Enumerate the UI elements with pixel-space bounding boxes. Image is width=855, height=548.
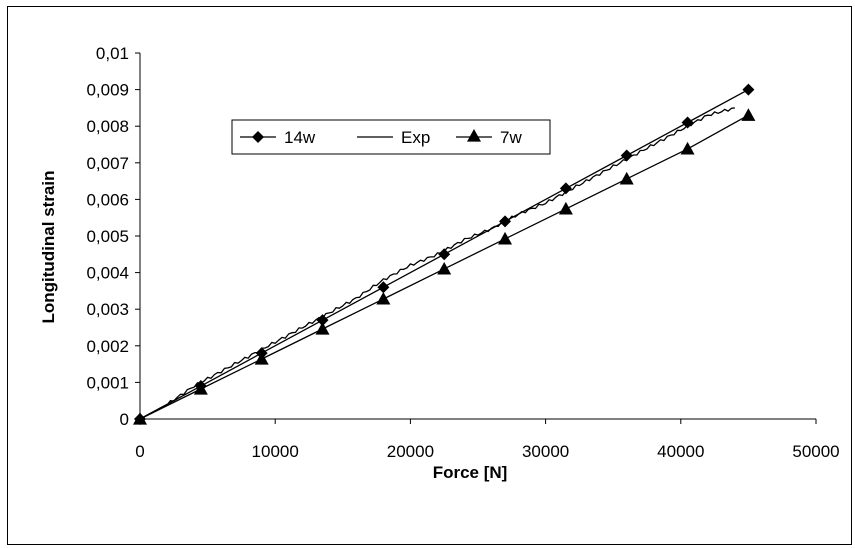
data-point-7w (437, 261, 452, 275)
y-tick-label: 0,007 (86, 154, 129, 173)
legend-label: 7w (500, 128, 522, 147)
data-point-7w (680, 141, 695, 155)
data-point-14w (438, 248, 451, 261)
data-point-7w (193, 381, 208, 395)
y-tick-label: 0,003 (86, 300, 129, 319)
data-point-7w (498, 231, 513, 245)
series-line-exp (139, 107, 735, 420)
x-tick-label: 40000 (657, 442, 704, 461)
data-point-7w (133, 412, 147, 425)
data-point-7w (254, 351, 269, 365)
data-point-14w (559, 182, 572, 195)
y-tick-label: 0,009 (86, 81, 129, 100)
legend-marker-diamond (252, 131, 264, 143)
y-tick-label: 0,005 (86, 227, 129, 246)
legend-label: Exp (401, 128, 430, 147)
x-tick-label: 20000 (387, 442, 434, 461)
axes (135, 52, 817, 424)
x-tick-labels: 0 10000 20000 30000 40000 50000 (135, 442, 839, 461)
x-axis-title: Force [N] (433, 463, 508, 482)
x-tick-label: 10000 (252, 442, 299, 461)
data-point-14w (681, 116, 694, 129)
legend-item-exp: Exp (357, 128, 430, 147)
y-tick-label: 0 (120, 410, 129, 429)
x-tick-label: 0 (135, 442, 144, 461)
y-axis-title: Longitudinal strain (39, 171, 58, 324)
data-point-14w (377, 281, 390, 294)
data-point-7w (741, 108, 756, 121)
data-point-7w (376, 291, 391, 305)
data-point-7w (619, 171, 634, 185)
legend-item-14w: 14w (240, 128, 316, 147)
series-7w (133, 108, 756, 425)
legend-item-7w: 7w (456, 128, 522, 147)
y-tick-label: 0,004 (86, 264, 129, 283)
data-point-14w (620, 149, 633, 162)
data-point-7w (315, 321, 330, 335)
legend: 14w Exp 7w (231, 119, 551, 155)
data-point-14w (742, 83, 755, 96)
legend-marker-triangle (467, 129, 481, 142)
y-tick-label: 0,008 (86, 117, 129, 136)
x-tick-label: 30000 (522, 442, 569, 461)
y-tick-label: 0,01 (96, 44, 129, 63)
y-tick-label: 0,006 (86, 190, 129, 209)
y-tick-labels: 0 0,001 0,002 0,003 0,004 0,005 0,006 0,007 0,00… (86, 44, 129, 429)
y-tick-label: 0,002 (86, 337, 129, 356)
y-tick-label: 0,001 (86, 373, 129, 392)
data-point-7w (558, 201, 573, 215)
legend-label: 14w (284, 128, 316, 147)
series-exp (139, 107, 735, 420)
x-tick-label: 50000 (792, 442, 839, 461)
series-layer (133, 83, 756, 425)
